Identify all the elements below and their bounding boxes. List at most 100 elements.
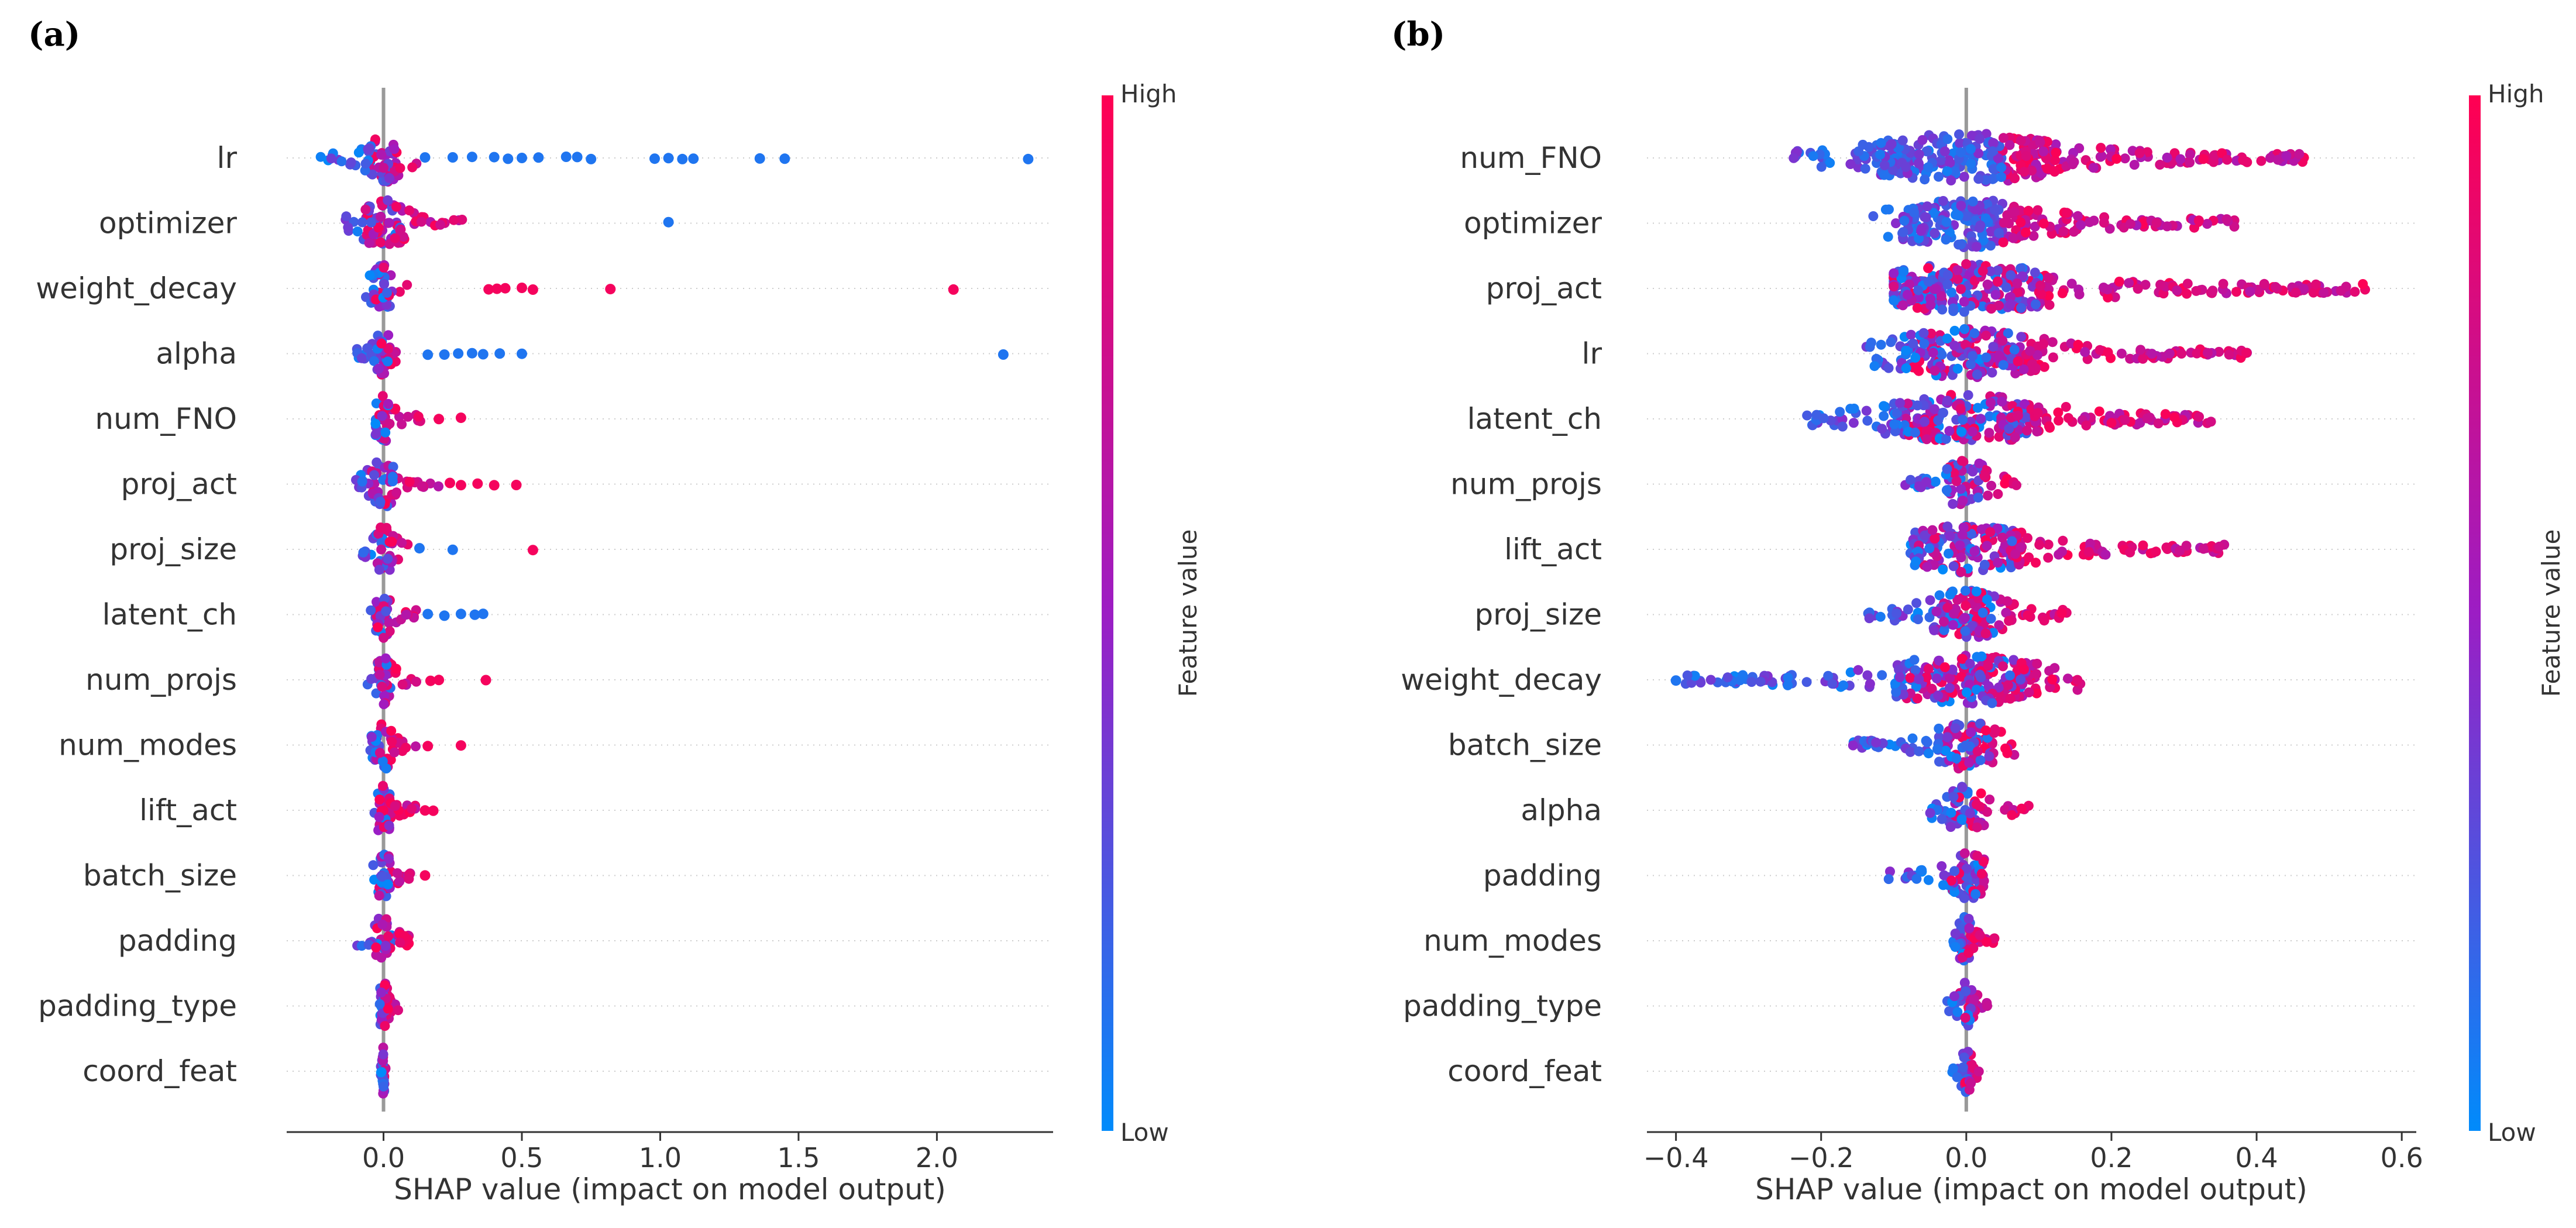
shap-point — [383, 330, 394, 340]
shap-point — [2222, 154, 2233, 165]
shap-point — [1944, 1006, 1955, 1016]
shap-point — [1968, 196, 1978, 207]
shap-point — [1948, 1063, 1959, 1074]
shap-point — [2120, 415, 2130, 425]
shap-point — [2035, 137, 2045, 147]
shap-point — [2003, 680, 2013, 690]
shap-point — [379, 699, 389, 710]
shap-point — [1948, 498, 1958, 509]
shap-point — [2074, 289, 2085, 300]
shap-point — [1862, 670, 1873, 680]
shap-point — [379, 1081, 388, 1092]
shap-point — [2214, 541, 2225, 552]
shap-point — [384, 618, 394, 628]
shap-outlier-point — [517, 153, 527, 163]
shap-outlier-point — [477, 349, 489, 360]
shap-outlier-point — [491, 283, 503, 294]
shap-point — [377, 919, 388, 930]
shap-point — [375, 497, 386, 507]
shap-point — [2142, 413, 2152, 424]
shap-outlier-point — [469, 609, 480, 620]
shap-point — [1902, 290, 1913, 300]
shap-point — [1990, 725, 2000, 735]
shap-outlier-point — [489, 480, 500, 491]
shap-point — [2203, 348, 2213, 358]
shap-point — [2018, 364, 2029, 374]
shap-point — [2221, 214, 2232, 225]
shap-point — [394, 287, 405, 297]
shap-point — [2231, 287, 2241, 297]
shap-point — [2030, 299, 2041, 309]
shap-point — [1981, 352, 1992, 363]
feature-label: padding_type — [1403, 989, 1602, 1023]
shap-point — [376, 952, 387, 963]
shap-point — [1920, 530, 1930, 541]
shap-point — [416, 216, 427, 227]
shap-point — [2198, 544, 2209, 554]
shap-point — [2135, 345, 2146, 355]
shap-point — [2198, 154, 2209, 164]
shap-point — [1948, 620, 1958, 630]
shap-point — [1938, 880, 1948, 890]
shap-point — [378, 1043, 388, 1053]
shap-outlier-point — [489, 152, 500, 163]
shap-point — [2194, 411, 2204, 422]
shap-point — [1993, 277, 2003, 287]
panel-a-points — [315, 134, 1034, 1099]
shap-point — [2004, 615, 2014, 626]
shap-point — [1998, 237, 2008, 247]
shap-point — [1898, 227, 1908, 238]
shap-point — [1868, 211, 1879, 221]
shap-point — [2038, 146, 2049, 157]
shap-point — [1886, 139, 1897, 149]
shap-outlier-point — [948, 284, 959, 295]
shap-outlier-point — [434, 414, 445, 425]
shap-point — [2114, 276, 2124, 287]
shap-point — [1914, 149, 1924, 160]
shap-point — [2181, 541, 2192, 551]
shap-point — [2126, 219, 2135, 229]
x-tick-label: 2.0 — [916, 1142, 958, 1174]
feature-label: optimizer — [99, 207, 237, 240]
shap-point — [1998, 360, 2008, 370]
shap-point — [1973, 174, 1984, 184]
shap-point — [1875, 149, 1886, 160]
shap-outlier-point — [533, 152, 544, 163]
shap-point — [1949, 866, 1960, 876]
shap-point — [1963, 948, 1974, 958]
shap-point — [1971, 586, 1982, 597]
shap-point — [2016, 263, 2026, 274]
shap-point — [388, 462, 398, 472]
shap-point — [1930, 534, 1940, 544]
shap-point — [1963, 390, 1973, 400]
shap-point — [2182, 278, 2193, 289]
panel-a-colorbar — [1102, 95, 1113, 1131]
shap-point — [1891, 608, 1902, 618]
shap-point — [384, 218, 394, 228]
shap-point — [2005, 693, 2016, 704]
shap-point — [1945, 157, 1955, 168]
shap-point — [1912, 693, 1922, 704]
shap-point — [1942, 603, 1953, 613]
shap-point — [1914, 746, 1924, 756]
shap-outlier-point — [517, 348, 527, 359]
shap-point — [378, 1049, 388, 1060]
shap-point — [417, 481, 427, 491]
shap-point — [1690, 670, 1700, 681]
shap-point — [372, 457, 382, 467]
shap-point — [2206, 417, 2216, 427]
shap-point — [1908, 338, 1918, 349]
shap-point — [2182, 288, 2192, 299]
shap-outlier-point — [500, 283, 511, 294]
shap-point — [1966, 1060, 1976, 1071]
shap-point — [2002, 596, 2013, 607]
shap-point — [1937, 304, 1948, 315]
shap-point — [1980, 213, 1991, 223]
shap-point — [1936, 155, 1946, 166]
shap-point — [1987, 367, 1997, 378]
shap-point — [1988, 164, 1999, 174]
shap-point — [2057, 288, 2068, 298]
shap-point — [1942, 333, 1952, 344]
shap-point — [2193, 215, 2204, 226]
shap-point — [384, 536, 395, 547]
